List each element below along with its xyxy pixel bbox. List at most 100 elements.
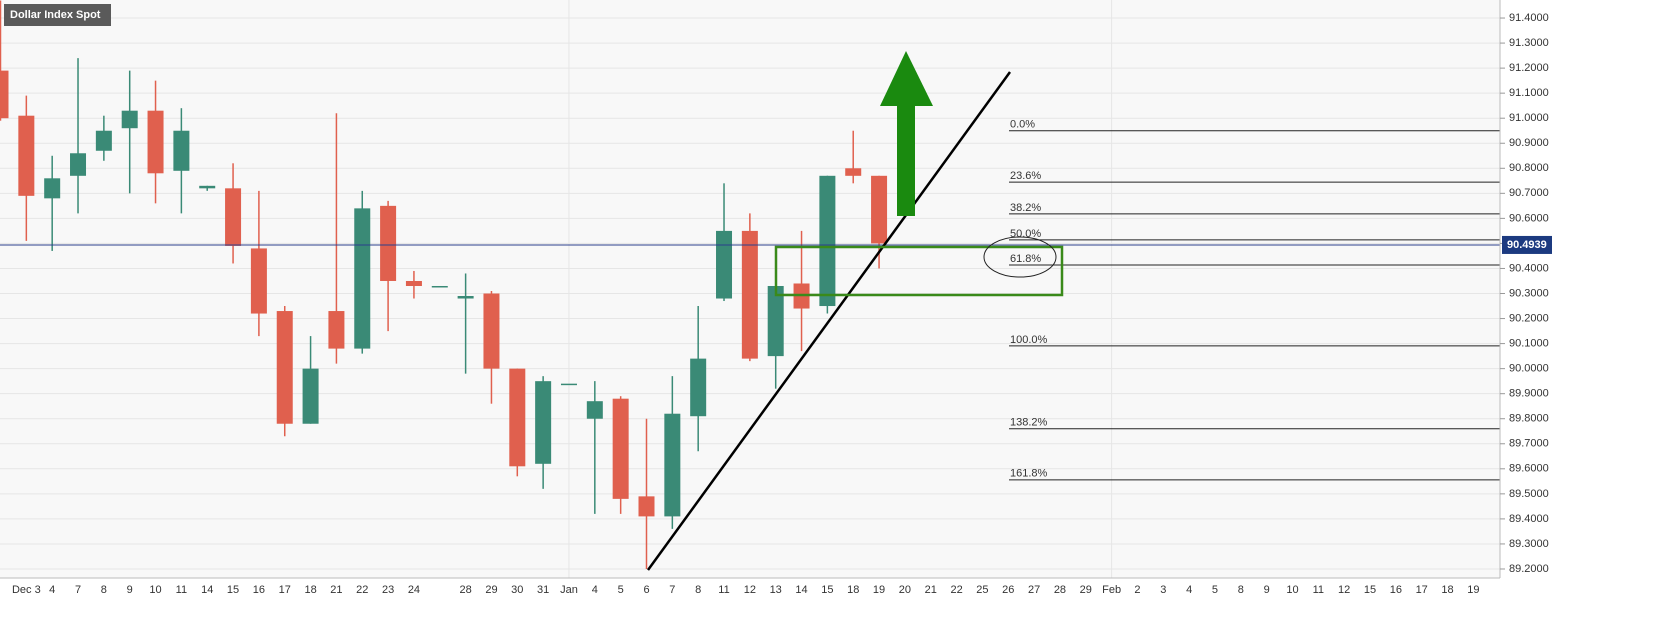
candle-body xyxy=(819,175,836,307)
x-tick-label: 10 xyxy=(149,584,161,596)
candle-body xyxy=(535,381,552,464)
x-tick-label: 16 xyxy=(253,584,265,596)
y-tick-label: 91.1000 xyxy=(1509,87,1549,99)
y-tick-label: 91.4000 xyxy=(1509,12,1549,24)
x-tick-label: Jan xyxy=(560,584,578,596)
candle-body xyxy=(302,368,319,424)
candle-body xyxy=(845,168,862,176)
x-tick-label: 9 xyxy=(127,584,133,596)
y-tick-label: 90.6000 xyxy=(1509,212,1549,224)
x-tick-label: 4 xyxy=(1186,584,1192,596)
support-zone xyxy=(774,245,1064,297)
candle-body xyxy=(0,70,9,119)
candle-body xyxy=(716,230,733,299)
x-tick-label: 19 xyxy=(873,584,885,596)
candle-body xyxy=(586,401,603,419)
y-tick-label: 91.2000 xyxy=(1509,62,1549,74)
x-tick-label: 22 xyxy=(356,584,368,596)
candle-body xyxy=(95,130,112,151)
y-tick-label: 90.8000 xyxy=(1509,162,1549,174)
x-tick-label: 18 xyxy=(1441,584,1453,596)
y-tick-label: 90.7000 xyxy=(1509,187,1549,199)
x-tick-label: 24 xyxy=(408,584,420,596)
y-tick-label: 89.5000 xyxy=(1509,488,1549,500)
x-tick-label: 10 xyxy=(1286,584,1298,596)
candle-body xyxy=(380,205,397,281)
x-tick-label: 14 xyxy=(795,584,807,596)
x-tick-label: 31 xyxy=(537,584,549,596)
x-tick-label: 21 xyxy=(925,584,937,596)
candle-body xyxy=(664,413,681,517)
candle-body xyxy=(44,178,61,199)
labels: 89.2000 89.3000 89.4000 89.5000 89.6000 89.70… xyxy=(12,12,1552,596)
y-tick-label: 90.2000 xyxy=(1509,312,1549,324)
y-tick-label: 90.4000 xyxy=(1509,262,1549,274)
fib-label: 50.0% xyxy=(1010,228,1041,240)
x-tick-label: 8 xyxy=(695,584,701,596)
candle-body xyxy=(121,110,138,129)
y-tick-label: 89.2000 xyxy=(1509,563,1549,575)
candle-body xyxy=(509,368,526,467)
candle-body xyxy=(871,175,888,244)
x-tick-label: Dec 3 xyxy=(12,584,41,596)
x-tick-label: 25 xyxy=(976,584,988,596)
y-tick-label: 90.3000 xyxy=(1509,287,1549,299)
y-tick-label: 91.3000 xyxy=(1509,37,1549,49)
x-tick-label: 21 xyxy=(330,584,342,596)
last-price-box xyxy=(1502,235,1552,254)
x-tick-label: 29 xyxy=(485,584,497,596)
x-tick-label: 11 xyxy=(718,584,729,596)
x-tick-label: 28 xyxy=(459,584,471,596)
candle-body xyxy=(199,185,216,189)
y-tick-label: 89.3000 xyxy=(1509,538,1549,550)
fib-label: 161.8% xyxy=(1010,468,1048,480)
x-tick-label: Feb xyxy=(1102,584,1121,596)
y-tick-label: 89.9000 xyxy=(1509,388,1549,400)
candle-body xyxy=(690,358,707,417)
candle-body xyxy=(767,285,784,357)
candle-body xyxy=(483,293,500,369)
x-tick-label: 15 xyxy=(1364,584,1376,596)
x-tick-label: 8 xyxy=(1238,584,1244,596)
fib-label: 100.0% xyxy=(1010,334,1048,346)
y-tick-label: 89.7000 xyxy=(1509,438,1549,450)
marks xyxy=(0,0,1500,569)
x-tick-label: 9 xyxy=(1264,584,1270,596)
candle-body xyxy=(354,208,371,349)
candle-body xyxy=(431,285,448,288)
trend-line xyxy=(646,71,1012,571)
candle-body xyxy=(70,153,87,176)
x-tick-label: 30 xyxy=(511,584,523,596)
candle-body xyxy=(225,188,242,246)
candle-body xyxy=(173,130,190,171)
candle-body xyxy=(457,296,474,299)
chart-title: Dollar Index Spot xyxy=(10,9,101,21)
candle-body xyxy=(741,230,758,359)
x-tick-label: 16 xyxy=(1390,584,1402,596)
x-tick-label: 12 xyxy=(744,584,756,596)
y-tick-label: 90.0000 xyxy=(1509,363,1549,375)
y-tick-label: 89.8000 xyxy=(1509,413,1549,425)
title-box xyxy=(4,4,111,26)
x-tick-label: 6 xyxy=(643,584,649,596)
y-tick-label: 91.0000 xyxy=(1509,112,1549,124)
x-tick-label: 17 xyxy=(1416,584,1428,596)
x-tick-label: 5 xyxy=(618,584,624,596)
fib-label: 0.0% xyxy=(1010,119,1035,131)
candle-body xyxy=(18,115,35,196)
x-tick-label: 14 xyxy=(201,584,213,596)
x-tick-label: 26 xyxy=(1002,584,1014,596)
fib-label: 138.2% xyxy=(1010,417,1048,429)
candle-body xyxy=(560,383,577,386)
x-tick-label: 15 xyxy=(821,584,833,596)
last-price-label: 90.4939 xyxy=(1507,239,1547,251)
y-tick-label: 89.6000 xyxy=(1509,463,1549,475)
x-tick-label: 4 xyxy=(49,584,55,596)
x-tick-label: 13 xyxy=(770,584,782,596)
candle-body xyxy=(638,496,655,517)
x-tick-label: 11 xyxy=(176,584,187,596)
arrow-shaft xyxy=(897,104,915,216)
candle-body xyxy=(147,110,164,174)
candle-body xyxy=(328,311,345,349)
